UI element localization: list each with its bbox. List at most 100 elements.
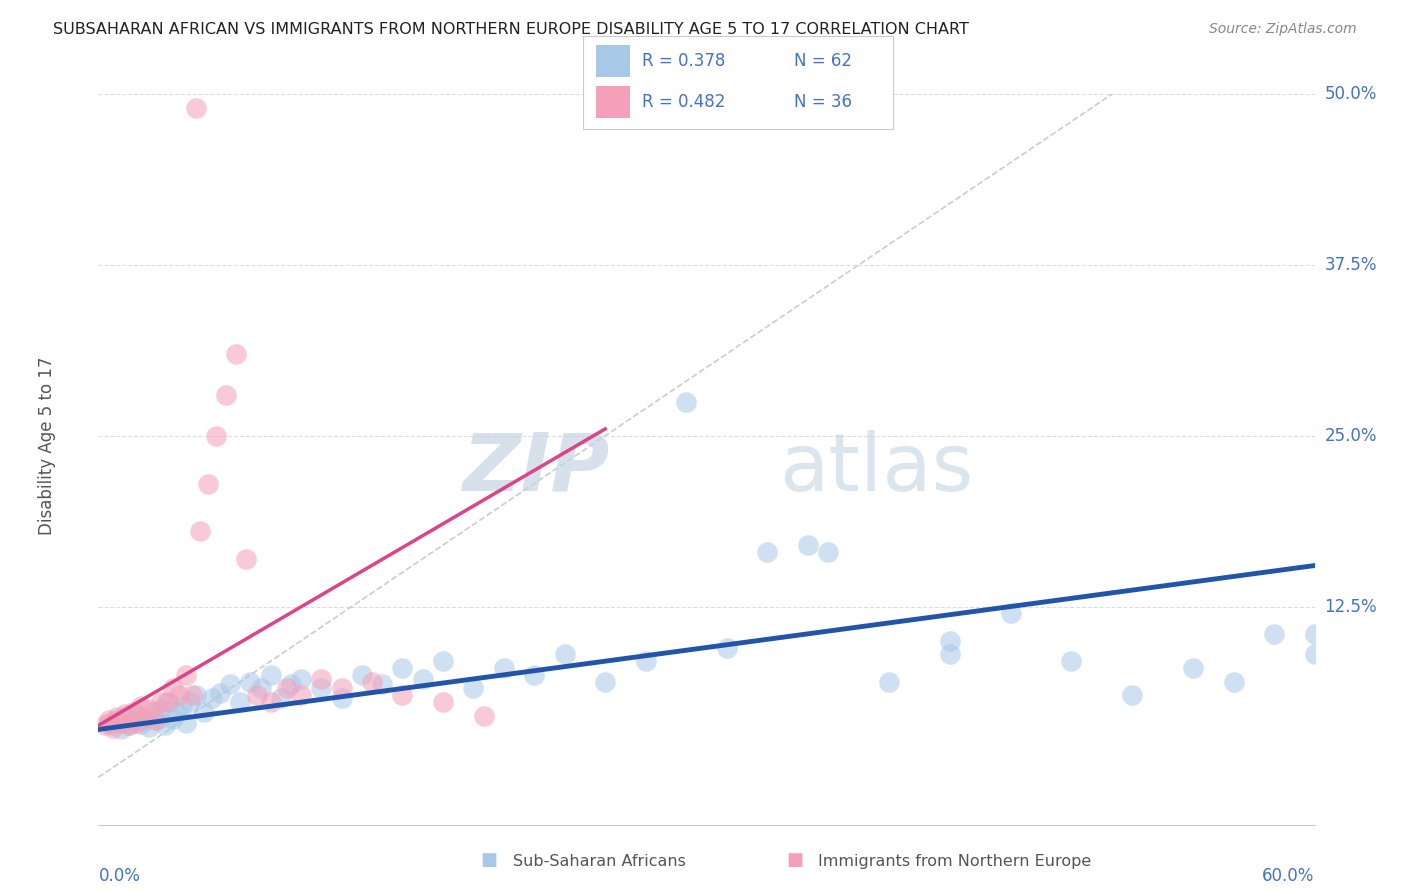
Point	[105, 710, 128, 724]
Point	[1182, 661, 1205, 675]
Point	[311, 681, 333, 696]
Text: 50.0%: 50.0%	[1324, 86, 1376, 103]
Text: Source: ZipAtlas.com: Source: ZipAtlas.com	[1209, 22, 1357, 37]
Point	[290, 672, 312, 686]
Point	[756, 545, 779, 559]
Text: ■: ■	[786, 851, 803, 869]
Point	[105, 713, 128, 727]
Point	[122, 705, 145, 719]
Point	[174, 668, 197, 682]
Bar	[596, 87, 630, 118]
Point	[184, 689, 207, 703]
Point	[939, 633, 962, 648]
Point	[391, 689, 413, 703]
Point	[118, 718, 141, 732]
Text: R = 0.482: R = 0.482	[643, 93, 725, 112]
Point	[129, 717, 152, 731]
Point	[1263, 627, 1285, 641]
Point	[114, 710, 136, 724]
Text: 0.0%: 0.0%	[98, 867, 141, 885]
Point	[142, 705, 165, 719]
Point	[201, 691, 224, 706]
Point	[188, 524, 211, 539]
Point	[138, 702, 160, 716]
Point	[170, 699, 193, 714]
Text: R = 0.378: R = 0.378	[643, 52, 725, 70]
Point	[180, 689, 202, 703]
Text: 25.0%: 25.0%	[1324, 426, 1376, 445]
Point	[143, 713, 166, 727]
Point	[134, 710, 156, 724]
Bar	[596, 45, 630, 77]
Point	[391, 661, 413, 675]
Text: 60.0%: 60.0%	[1263, 867, 1315, 885]
Point	[101, 718, 124, 732]
Point	[371, 677, 394, 691]
Text: Sub-Saharan Africans: Sub-Saharan Africans	[513, 854, 686, 869]
Point	[350, 668, 373, 682]
Point	[134, 712, 156, 726]
Point	[138, 720, 160, 734]
Point	[97, 713, 120, 727]
Point	[219, 677, 242, 691]
Point	[361, 674, 384, 689]
Text: Disability Age 5 to 17: Disability Age 5 to 17	[38, 357, 56, 535]
Point	[114, 707, 136, 722]
Point	[330, 681, 353, 696]
Point	[125, 715, 148, 730]
Point	[716, 640, 738, 655]
Point	[249, 681, 271, 696]
Point	[492, 661, 515, 675]
Text: ZIP: ZIP	[461, 430, 609, 508]
Point	[1303, 648, 1326, 662]
Point	[1121, 689, 1143, 703]
Point	[166, 705, 188, 719]
Point	[311, 672, 333, 686]
Point	[110, 715, 132, 730]
Point	[197, 476, 219, 491]
Point	[155, 718, 177, 732]
Point	[162, 712, 184, 726]
Point	[1000, 607, 1022, 621]
Point	[156, 695, 179, 709]
Point	[593, 674, 616, 689]
Point	[432, 695, 454, 709]
Point	[245, 689, 267, 703]
Point	[229, 695, 252, 709]
Point	[939, 648, 962, 662]
Point	[162, 681, 184, 696]
Point	[125, 707, 148, 722]
Point	[270, 691, 292, 706]
Point	[554, 648, 576, 662]
Point	[432, 654, 454, 668]
Point	[235, 551, 257, 566]
Point	[797, 538, 820, 552]
Point	[169, 689, 191, 703]
Point	[157, 695, 180, 709]
Point	[179, 695, 201, 709]
Text: Immigrants from Northern Europe: Immigrants from Northern Europe	[818, 854, 1091, 869]
Point	[129, 699, 152, 714]
Point	[209, 685, 232, 699]
Point	[193, 705, 215, 719]
Text: 37.5%: 37.5%	[1324, 256, 1376, 274]
Text: 12.5%: 12.5%	[1324, 598, 1376, 615]
Point	[523, 668, 546, 682]
Point	[330, 691, 353, 706]
Point	[215, 388, 238, 402]
Point	[472, 708, 495, 723]
Point	[184, 101, 207, 115]
Text: N = 62: N = 62	[794, 52, 852, 70]
Point	[675, 394, 697, 409]
Point	[122, 714, 145, 729]
Point	[280, 677, 302, 691]
Point	[146, 713, 169, 727]
Point	[276, 681, 298, 696]
Point	[1222, 674, 1244, 689]
Point	[101, 721, 124, 735]
Point	[239, 674, 262, 689]
Point	[412, 672, 434, 686]
Point	[634, 654, 657, 668]
Point	[118, 718, 141, 732]
Text: atlas: atlas	[779, 430, 974, 508]
